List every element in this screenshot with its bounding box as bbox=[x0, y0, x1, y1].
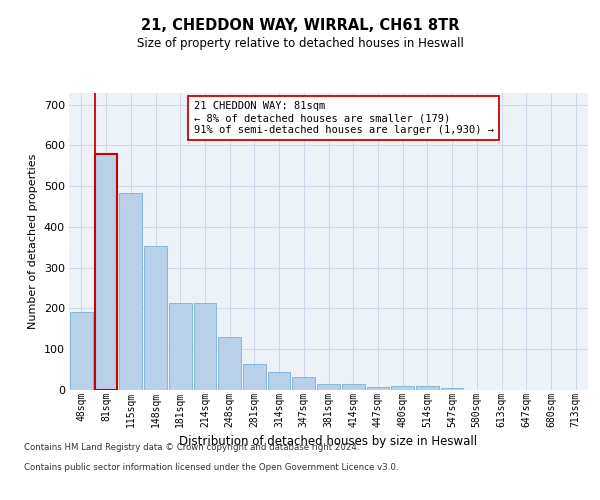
Text: Contains public sector information licensed under the Open Government Licence v3: Contains public sector information licen… bbox=[24, 462, 398, 471]
Bar bbox=[391, 386, 414, 390]
Text: 21, CHEDDON WAY, WIRRAL, CH61 8TR: 21, CHEDDON WAY, WIRRAL, CH61 8TR bbox=[141, 18, 459, 32]
X-axis label: Distribution of detached houses by size in Heswall: Distribution of detached houses by size … bbox=[179, 435, 478, 448]
Bar bbox=[218, 337, 241, 390]
Text: Contains HM Land Registry data © Crown copyright and database right 2024.: Contains HM Land Registry data © Crown c… bbox=[24, 442, 359, 452]
Bar bbox=[367, 386, 389, 390]
Bar bbox=[292, 376, 315, 390]
Bar bbox=[169, 303, 191, 390]
Y-axis label: Number of detached properties: Number of detached properties bbox=[28, 154, 38, 329]
Bar bbox=[416, 386, 439, 390]
Bar bbox=[194, 303, 216, 390]
Bar bbox=[441, 388, 463, 390]
Bar bbox=[317, 384, 340, 390]
Text: Size of property relative to detached houses in Heswall: Size of property relative to detached ho… bbox=[137, 38, 463, 51]
Bar bbox=[119, 193, 142, 390]
Bar bbox=[243, 364, 266, 390]
Bar bbox=[268, 372, 290, 390]
Bar bbox=[70, 312, 93, 390]
Bar bbox=[342, 384, 365, 390]
Bar bbox=[95, 154, 118, 390]
Bar bbox=[144, 246, 167, 390]
Text: 21 CHEDDON WAY: 81sqm
← 8% of detached houses are smaller (179)
91% of semi-deta: 21 CHEDDON WAY: 81sqm ← 8% of detached h… bbox=[194, 102, 494, 134]
